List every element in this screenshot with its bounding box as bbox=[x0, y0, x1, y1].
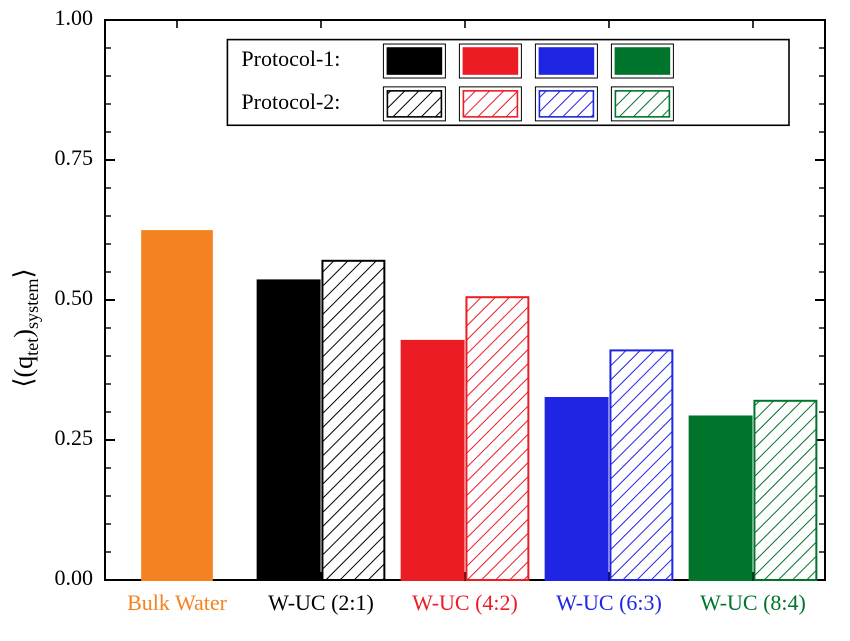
legend-swatch-hatched bbox=[387, 91, 441, 117]
legend: Protocol-1: Protocol-2: bbox=[227, 40, 789, 126]
y-tick-label: 0.50 bbox=[55, 285, 94, 310]
x-category-label: W-UC (4:2) bbox=[412, 590, 518, 615]
bar-chart: 0.00 0.25 0.50 0.75 1.00 ⟨(qtet)system⟩ Bulk … bbox=[0, 0, 850, 641]
legend-swatch-solid bbox=[615, 48, 669, 74]
x-category-label: W-UC (6:3) bbox=[556, 590, 662, 615]
y-tick-label: 1.00 bbox=[55, 5, 94, 30]
legend-row-label: Protocol-2: bbox=[241, 89, 340, 114]
legend-swatch-solid bbox=[387, 48, 441, 74]
legend-swatch-hatched bbox=[463, 91, 517, 117]
bar-protocol1 bbox=[142, 231, 212, 580]
bar-protocol1 bbox=[690, 416, 752, 580]
bar-protocol2 bbox=[610, 350, 672, 580]
y-tick-label: 0.75 bbox=[55, 145, 94, 170]
bar-protocol1 bbox=[258, 280, 320, 580]
bar-protocol2 bbox=[322, 261, 384, 580]
chart-container: 0.00 0.25 0.50 0.75 1.00 ⟨(qtet)system⟩ Bulk … bbox=[0, 0, 850, 641]
legend-swatch-hatched bbox=[539, 91, 593, 117]
bar-protocol2 bbox=[754, 401, 816, 580]
legend-swatch-solid bbox=[539, 48, 593, 74]
bar-protocol2 bbox=[466, 297, 528, 580]
y-axis-title: ⟨(qtet)system⟩ bbox=[9, 268, 42, 387]
x-category-label: W-UC (2:1) bbox=[268, 590, 374, 615]
legend-swatch-hatched bbox=[615, 91, 669, 117]
bar-protocol1 bbox=[546, 398, 608, 580]
x-category-label: Bulk Water bbox=[127, 590, 228, 615]
legend-swatch-solid bbox=[463, 48, 517, 74]
bar-protocol1 bbox=[402, 341, 464, 580]
bars-group bbox=[142, 231, 816, 580]
x-category-label: W-UC (8:4) bbox=[700, 590, 806, 615]
legend-row-label: Protocol-1: bbox=[241, 46, 340, 71]
y-tick-label: 0.25 bbox=[55, 425, 94, 450]
y-tick-label: 0.00 bbox=[55, 565, 94, 590]
